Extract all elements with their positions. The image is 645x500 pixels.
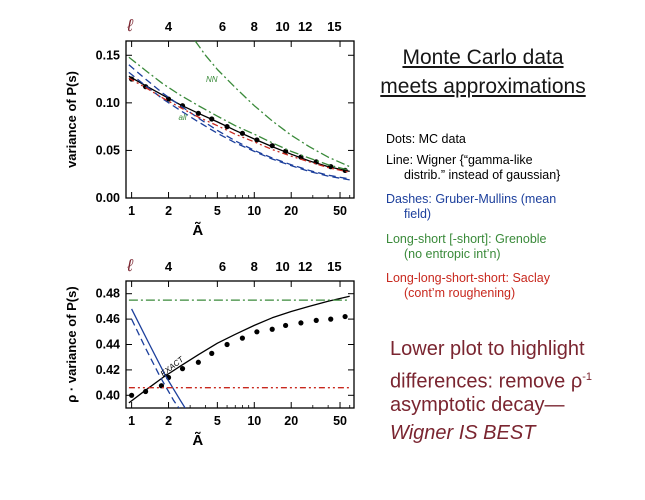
chart2-top-tick-label: 15: [327, 259, 341, 274]
chart2-data-point: [269, 326, 275, 332]
note-line2-text: differences: remove: [390, 370, 571, 393]
chart1-series-line-6: [128, 77, 350, 173]
legend-lls-1: Long-long-short-short: Saclay: [386, 271, 550, 285]
chart1-series-line-3: [128, 71, 350, 181]
chart2-data-point: [209, 350, 215, 356]
chart2-top-tick-label: 6: [219, 259, 226, 274]
chart2-ytick-label: 0.46: [96, 312, 120, 326]
chart1-series-line-1: [128, 75, 350, 173]
chart1-xtick-label: 10: [247, 204, 261, 218]
chart2-data-point: [298, 320, 304, 326]
legend-lls-2: (cont’m roughening): [404, 286, 516, 300]
legend-longshort-1: Long-short [-short]: Grenoble: [386, 232, 547, 246]
slide-title-line2: meets approximations: [380, 75, 586, 98]
chart2-ytick-label: 0.40: [96, 388, 120, 402]
chart2-data-point: [282, 322, 289, 329]
chart2-series-group: [128, 295, 350, 408]
chart2-top-tick-label: 4: [165, 259, 173, 274]
chart2-ytick-label: 0.48: [96, 287, 120, 301]
chart1-ytick-label: 0.10: [96, 96, 120, 110]
chart2-top-axis-label: ℓ: [126, 256, 133, 275]
slide-title-line1: Monte Carlo data: [402, 46, 564, 69]
chart1-xtick-label: 20: [284, 204, 298, 218]
note-sup: -1: [582, 371, 593, 383]
chart2-ytick-label: 0.42: [96, 363, 120, 377]
chart1-series-line-2: [128, 64, 350, 180]
chart1-xtick-label: 1: [128, 204, 135, 218]
chart1-top-tick-label: 6: [219, 19, 226, 34]
chart2-data-point: [224, 341, 230, 348]
chart2-data-point: [129, 392, 135, 398]
note-line2: differences: remove ρ-1: [390, 365, 592, 394]
chart1-top-tick-label: 8: [251, 19, 258, 34]
chart1-top-tick-label: 15: [327, 19, 341, 34]
chart1-frame: [125, 40, 355, 199]
chart1-ylabel: variance of P(s): [64, 71, 79, 168]
chart2-ytick-label: 0.44: [96, 338, 120, 352]
chart1-top-axis-label: ℓ: [126, 16, 133, 35]
chart2-top-tick-label: 10: [275, 259, 289, 274]
chart2-data-point: [179, 366, 186, 372]
chart1-annotation: NN: [206, 75, 218, 84]
chart2-data-point: [142, 388, 149, 395]
legend-line-1: Line: Wigner {“gamma-like: [386, 153, 533, 167]
chart2-data-point: [195, 359, 201, 365]
chart2-top-tick-label: 8: [251, 259, 258, 274]
chart2-xtick-label: 1: [128, 414, 135, 428]
chart1-xtick-label: 5: [214, 204, 221, 218]
chart2-data-point: [254, 329, 260, 335]
chart2-xtick-label: 20: [284, 414, 298, 428]
note-line1: Lower plot to highlight: [390, 338, 585, 360]
chart1-annotation: all: [179, 113, 187, 122]
chart2-series-line-1: [128, 295, 350, 404]
legend-longshort-2: (no entropic int’n): [404, 247, 501, 261]
chart1-ytick-label: 0.15: [96, 48, 120, 62]
legend-dots: Dots: MC data: [386, 132, 466, 146]
chart1-top-tick-label: 12: [298, 19, 312, 34]
note-line3: asymptotic decay—: [390, 394, 565, 416]
chart1-xtick-label: 50: [333, 204, 347, 218]
chart2-xtick-label: 10: [247, 414, 261, 428]
chart1-top-tick-label: 4: [165, 19, 173, 34]
chart2-top-tick-label: 12: [298, 259, 312, 274]
chart1-series-line-5: [128, 56, 350, 172]
chart1-ytick-label: 0.00: [96, 191, 120, 205]
legend-dashes-2: field): [404, 207, 432, 221]
chart1-series-group: [128, 41, 350, 181]
chart2-xlabel: Ã: [192, 431, 203, 449]
chart2-xtick-label: 50: [333, 414, 347, 428]
legend-dashes-1: Dashes: Gruber-Mullins (mean: [386, 192, 557, 206]
chart2-ylabel: ρ · variance of P(s): [64, 286, 79, 402]
legend-line-2: distrib.” instead of gaussian}: [404, 168, 561, 182]
chart1-ytick-label: 0.05: [96, 143, 120, 157]
chart1-xlabel: Ã: [192, 221, 203, 239]
chart2-xtick-label: 2: [165, 414, 172, 428]
chart2-data-point: [313, 317, 319, 323]
chart1-xtick-label: 2: [165, 204, 172, 218]
chart2-data-point: [239, 335, 245, 341]
chart1-top-tick-label: 10: [275, 19, 289, 34]
note-rho: ρ: [570, 370, 583, 393]
note-line4: Wigner IS BEST: [390, 422, 536, 444]
chart2-data-point: [342, 313, 348, 320]
chart2-data-point: [328, 316, 334, 322]
chart2-xtick-label: 5: [214, 414, 221, 428]
chart2-series-line-3: [131, 308, 186, 408]
